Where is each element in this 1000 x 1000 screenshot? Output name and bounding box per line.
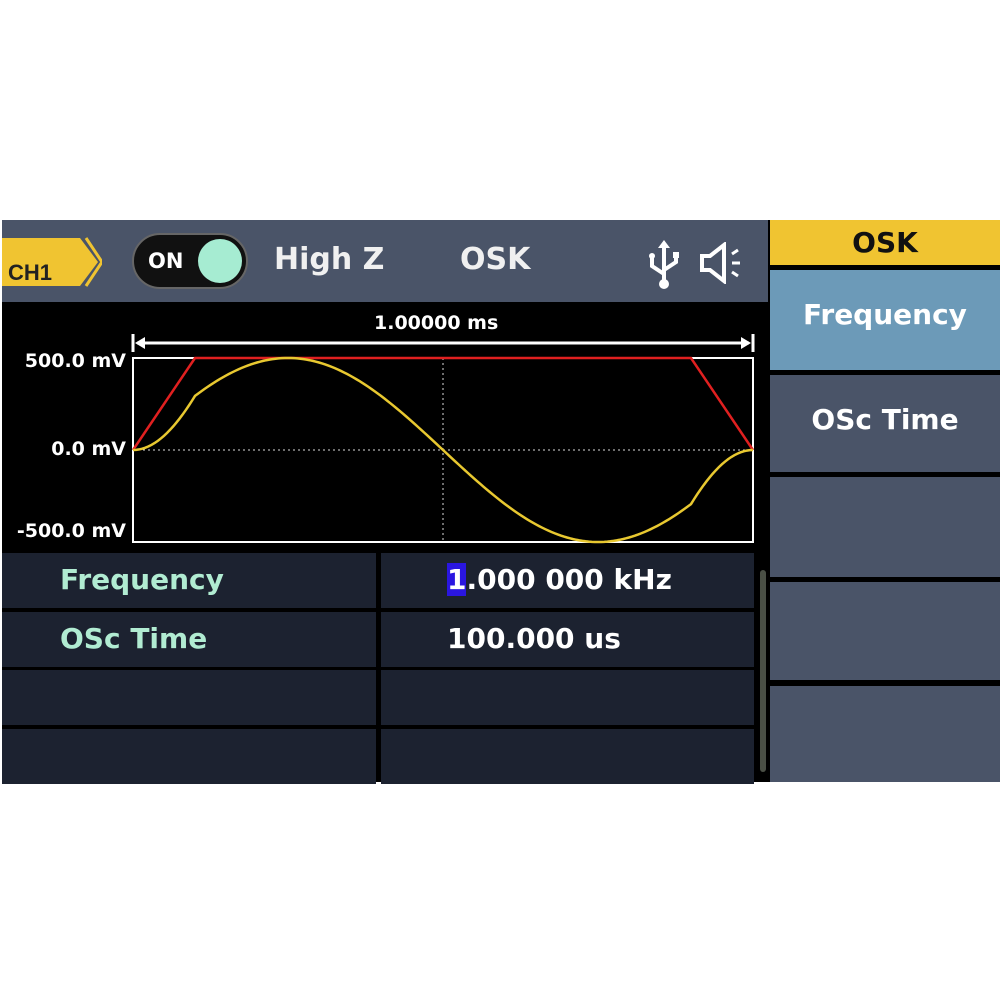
param-row-empty [2,729,754,784]
status-bar: CH1 ON High Z OSK [2,220,768,302]
load-label: High Z [274,242,385,277]
y-label-zero: 0.0 mV [51,438,126,460]
waveform-chart [131,334,755,544]
envelope-line [131,356,755,451]
edit-cursor: 1 [447,563,467,596]
channel-badge[interactable]: CH1 [2,236,102,288]
softkey-title: OSK [770,220,1000,265]
output-toggle[interactable]: ON [132,233,248,289]
softkey-empty[interactable] [770,686,1000,782]
param-name: OSc Time [60,622,208,655]
softkey-empty[interactable] [770,582,1000,680]
channel-label: CH1 [8,260,52,285]
time-span-label: 1.00000 ms [374,312,499,334]
param-row-frequency[interactable]: Frequency 1.000 000 kHz [2,553,754,608]
toggle-knob [198,239,242,283]
softkey-frequency[interactable]: Frequency [770,270,1000,370]
scrollbar[interactable] [760,570,766,772]
arrow-left-icon [135,337,145,349]
param-value[interactable]: 100.000 us [447,622,621,655]
generator-screen: CH1 ON High Z OSK 1.00000 ms 500.0 mV 0.… [2,220,1000,784]
output-state: ON [148,249,184,273]
signal-line [132,356,754,544]
y-label-top: 500.0 mV [24,350,126,372]
speaker-icon [700,242,740,284]
arrow-right-icon [741,337,751,349]
param-row-empty [2,670,754,725]
mode-label: OSK [460,242,531,277]
waveform-display: 1.00000 ms 500.0 mV 0.0 mV -500.0 mV [2,302,768,550]
y-label-bottom: -500.0 mV [16,520,126,542]
softkey-empty[interactable] [770,477,1000,577]
param-name: Frequency [60,563,224,596]
usb-icon [649,240,679,289]
param-value[interactable]: 1.000 000 kHz [447,563,672,596]
param-row-osc-time[interactable]: OSc Time 100.000 us [2,612,754,667]
softkey-osc-time[interactable]: OSc Time [770,375,1000,472]
